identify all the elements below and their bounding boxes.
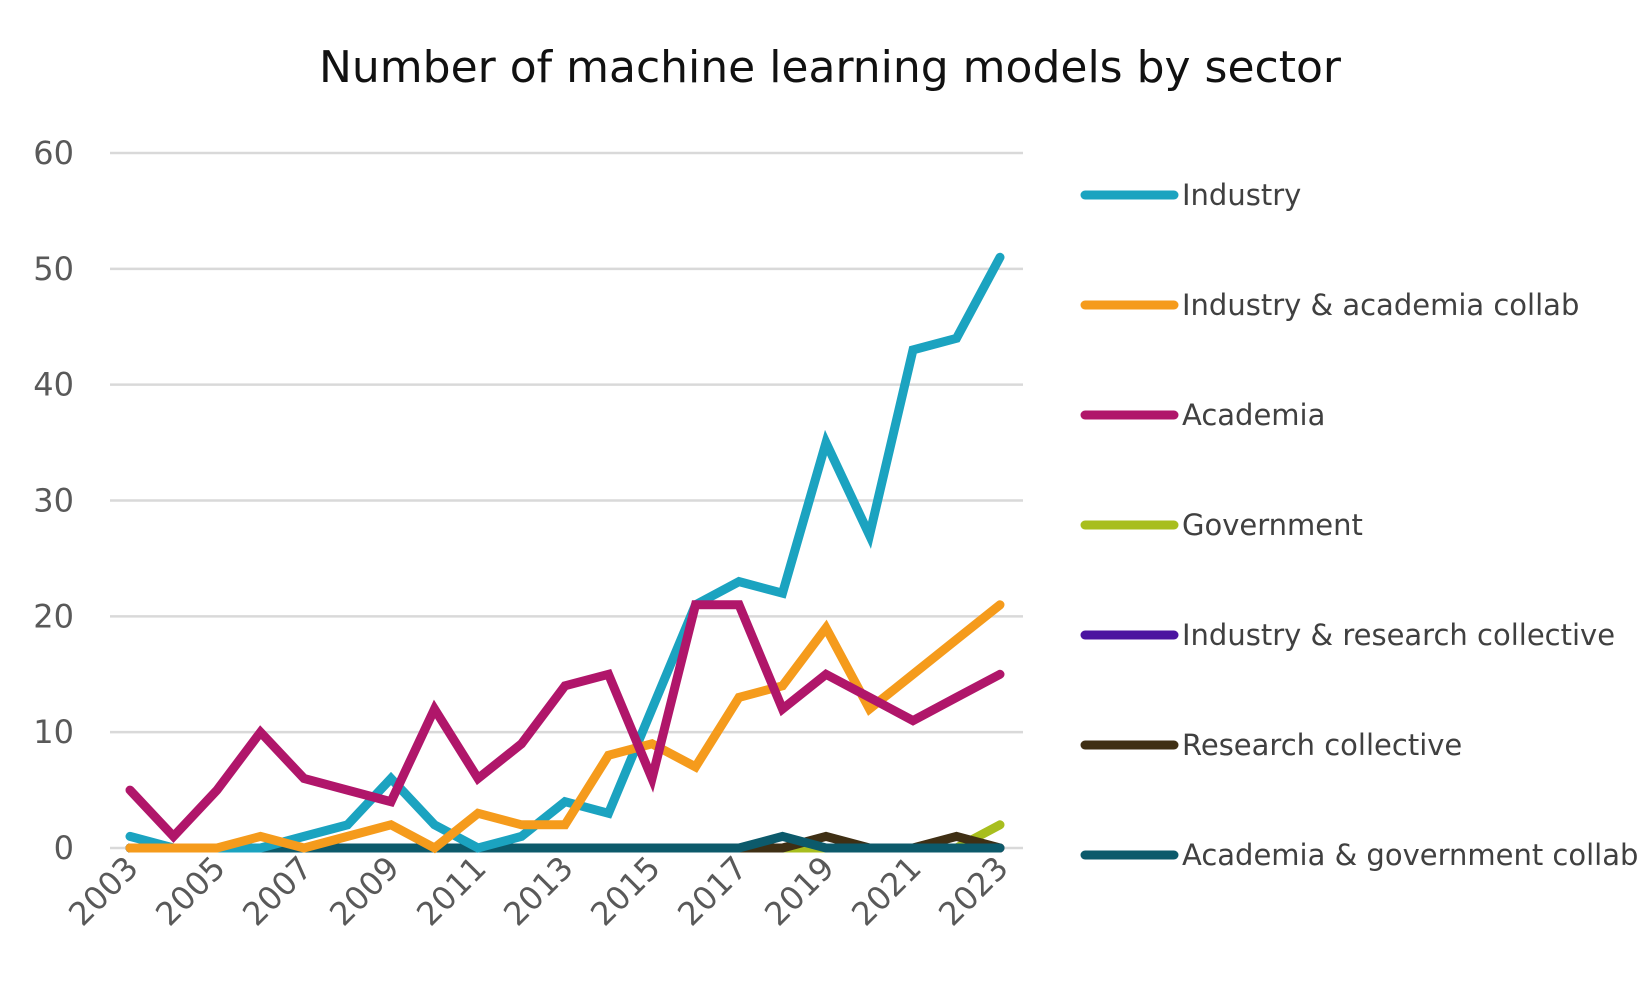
legend-label: Academia <box>1182 398 1325 432</box>
x-tick-label: 2019 <box>757 849 841 933</box>
y-axis-tick-labels: 0 10 20 30 40 50 60 <box>33 134 74 867</box>
x-tick-label: 2013 <box>496 849 580 933</box>
x-tick-label: 2007 <box>235 849 319 933</box>
legend-label: Industry & research collective <box>1182 618 1615 652</box>
y-tick-label: 30 <box>33 482 74 520</box>
series-line-2 <box>125 600 1005 843</box>
legend-label: Academia & government collab <box>1182 838 1638 872</box>
x-tick-label: 2011 <box>409 849 493 933</box>
series-line-0 <box>125 252 1005 853</box>
chart-title: Number of machine learning models by sec… <box>319 42 1342 93</box>
x-axis-tick-labels: 2003 2005 2007 2009 2011 2013 2015 2017 2019 2021… <box>61 849 1015 933</box>
legend: Industry Industry & academia collab Academ… <box>1080 178 1638 872</box>
y-tick-label: 60 <box>33 134 74 172</box>
x-tick-label: 2023 <box>931 849 1015 933</box>
legend-label: Industry & academia collab <box>1182 288 1579 322</box>
series-lines <box>125 252 1005 854</box>
legend-label: Industry <box>1182 178 1301 212</box>
y-tick-label: 20 <box>33 597 74 635</box>
y-tick-label: 10 <box>33 713 74 751</box>
legend-label: Government <box>1182 508 1363 542</box>
x-tick-label: 2017 <box>670 849 754 933</box>
x-tick-label: 2005 <box>148 849 232 933</box>
y-tick-label: 40 <box>33 366 74 404</box>
legend-label: Research collective <box>1182 728 1462 762</box>
y-tick-label: 50 <box>33 250 74 288</box>
series-line-1 <box>125 600 1005 854</box>
x-tick-label: 2021 <box>844 849 928 933</box>
x-tick-label: 2009 <box>322 849 406 933</box>
y-tick-label: 0 <box>54 829 74 867</box>
x-tick-label: 2015 <box>583 849 667 933</box>
